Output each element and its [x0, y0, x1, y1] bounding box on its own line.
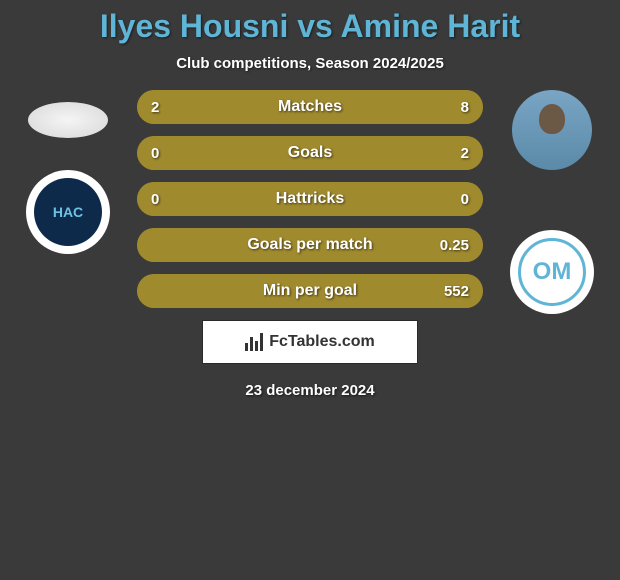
club-right-abbrev: OM: [518, 238, 586, 306]
stat-label: Min per goal: [137, 274, 483, 308]
stat-row: 02Goals: [137, 136, 483, 170]
brand-box: FcTables.com: [202, 320, 418, 364]
page-title: Ilyes Housni vs Amine Harit: [0, 0, 620, 45]
stat-label: Goals per match: [137, 228, 483, 262]
stat-row: 28Matches: [137, 90, 483, 124]
brand-text: FcTables.com: [269, 333, 375, 351]
stats-bars: 28Matches 02Goals 00Hattricks 0.25Goals per…: [137, 90, 483, 308]
player-right-avatar: [512, 90, 592, 170]
player-left-club-badge: HAC: [26, 170, 110, 254]
stat-row: 00Hattricks: [137, 182, 483, 216]
stat-label: Matches: [137, 90, 483, 124]
player-left-avatar: [28, 102, 108, 138]
stat-row: 0.25Goals per match: [137, 228, 483, 262]
player-right-club-badge: OM: [510, 230, 594, 314]
club-left-abbrev: HAC: [34, 178, 102, 246]
stat-label: Goals: [137, 136, 483, 170]
stat-row: 552Min per goal: [137, 274, 483, 308]
bar-chart-icon: [245, 333, 263, 351]
subtitle: Club competitions, Season 2024/2025: [0, 55, 620, 72]
comparison-panel: HAC OM 28Matches 02Goals 00Hattricks 0.25Go…: [0, 90, 620, 399]
date-label: 23 december 2024: [0, 382, 620, 399]
stat-label: Hattricks: [137, 182, 483, 216]
